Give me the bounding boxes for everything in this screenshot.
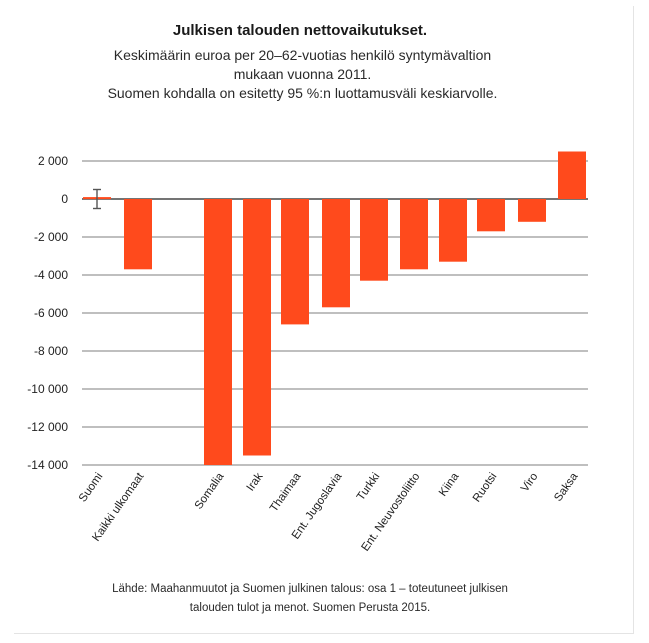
y-tick-label: -10 000 [27,382,68,396]
subtitle-line: Suomen kohdalla on esitetty 95 %:n luott… [107,85,498,101]
bar [281,199,309,325]
x-tick-label: Irak [245,471,266,494]
x-tick-label: Turkki [355,471,383,503]
x-tick-label: Saksa [552,470,581,504]
chart-title: Julkisen talouden nettovaikutukset. [172,22,428,39]
bar [204,199,232,465]
subtitle-line: Keskimäärin euroa per 20–62-vuotias henk… [113,47,492,63]
y-tick-label: -2 000 [34,230,68,244]
y-tick-label: -14 000 [27,458,68,472]
source-line: talouden tulot ja menot. Suomen Perusta … [189,602,431,614]
x-tick-label: Ruotsi [471,471,500,505]
y-tick-label: -6 000 [34,306,68,320]
bar [400,199,428,270]
bar [243,199,271,456]
x-tick-label: Thaimaa [268,470,304,514]
bar [477,199,505,232]
y-tick-label: 2 000 [38,154,68,168]
figure-frame [14,6,634,634]
chart-subtitle: Keskimäärin euroa per 20–62-vuotias henk… [40,46,565,103]
y-tick-label: -8 000 [34,344,68,358]
y-tick-label: 0 [61,192,68,206]
x-tick-label: Suomi [77,471,106,505]
subtitle-line: mukaan vuonna 2011. [233,66,372,82]
bar [124,199,152,270]
bar [558,151,586,199]
x-tick-label: Kiina [437,470,462,498]
y-tick-label: -12 000 [27,420,68,434]
bar [322,199,350,308]
bar [439,199,467,262]
x-tick-label: Viro [519,471,540,494]
bar [518,199,546,222]
bar [360,199,388,281]
source-line: Lähde: Maahanmuutot ja Suomen julkinen t… [112,583,508,595]
y-tick-label: -4 000 [34,268,68,282]
x-tick-label: Somalia [193,470,227,511]
chart-source: Lähde: Maahanmuutot ja Suomen julkinen t… [70,580,550,618]
